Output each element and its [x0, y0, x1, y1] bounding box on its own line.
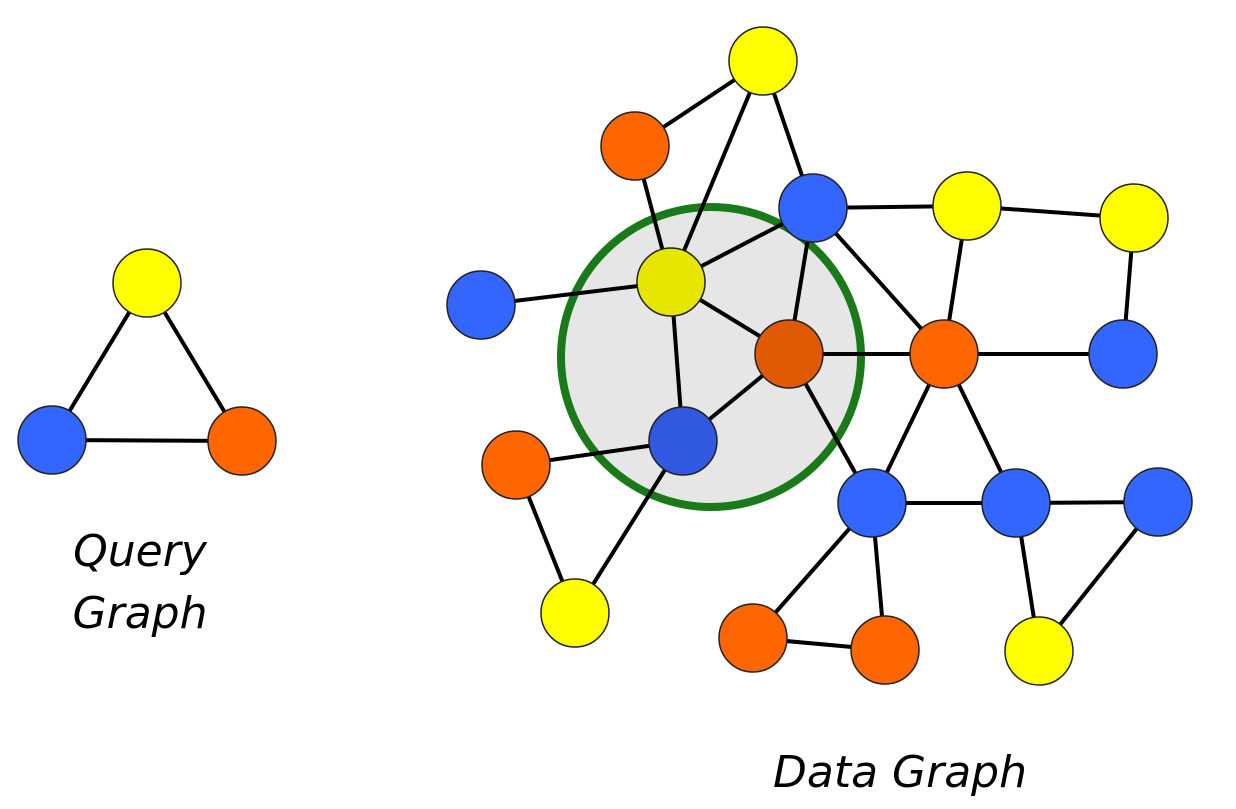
data-node-b3 [837, 468, 907, 538]
data-graph-caption: Data Graph [773, 747, 1027, 798]
nodes-layer [17, 26, 1193, 686]
query-node-q3 [207, 406, 277, 476]
data-node-o4 [850, 615, 920, 685]
data-node-mY-matched [636, 247, 706, 317]
data-node-y1 [728, 26, 798, 96]
query-graph-caption-line2: Graph [73, 588, 208, 639]
data-node-o1 [600, 111, 670, 181]
data-node-bL [446, 270, 516, 340]
data-node-mO-matched [754, 319, 824, 389]
data-node-o3 [718, 603, 788, 673]
match-highlight-circle [557, 203, 865, 511]
data-node-b1 [778, 173, 848, 243]
data-edge-y1-mY [669, 60, 765, 283]
data-node-b5 [1123, 467, 1193, 537]
data-node-y2 [932, 171, 1002, 241]
match-region [557, 203, 865, 511]
data-node-o2 [909, 319, 979, 389]
data-node-y3 [1099, 183, 1169, 253]
query-node-q1 [112, 248, 182, 318]
query-graph-caption-line1: Query [73, 526, 208, 577]
data-node-b4 [981, 468, 1051, 538]
data-node-y4 [540, 578, 610, 648]
data-node-oL [481, 430, 551, 500]
data-node-y5 [1004, 616, 1074, 686]
data-node-mB-matched [648, 406, 718, 476]
data-node-b2 [1088, 319, 1158, 389]
query-node-q2 [17, 405, 87, 475]
